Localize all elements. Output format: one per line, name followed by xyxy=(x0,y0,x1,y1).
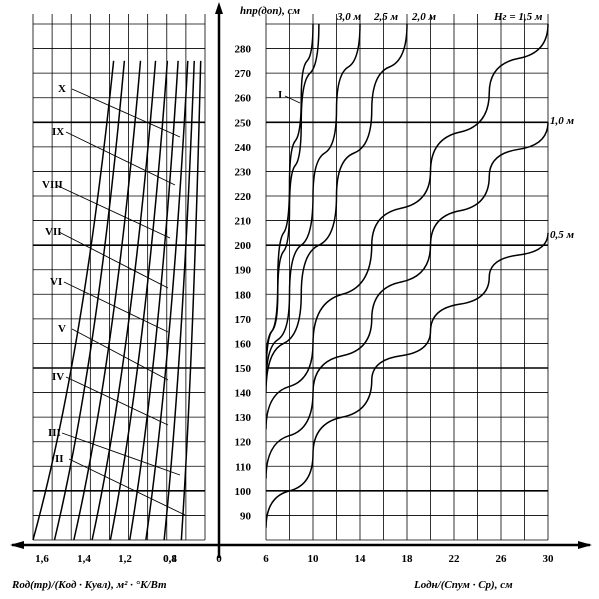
leader-line xyxy=(55,184,171,239)
curve-label-h30: 3,0 м xyxy=(336,11,362,23)
curve-label-IV: IV xyxy=(52,371,64,383)
leader-line xyxy=(65,376,169,426)
curve-label-h10: 1,0 м xyxy=(550,115,575,127)
y-tick-label: 230 xyxy=(235,166,252,178)
y-tick-label: 120 xyxy=(235,437,252,449)
y-tick-label: 240 xyxy=(235,142,252,154)
series-curve-30 xyxy=(266,23,320,369)
series-curve-15 xyxy=(266,23,549,430)
right-x-tick-label: 22 xyxy=(449,553,461,565)
leader-line xyxy=(71,88,181,138)
y-tick-label: 100 xyxy=(235,486,252,498)
right-x-tick-label: 14 xyxy=(355,553,367,565)
series-curve-VIII xyxy=(145,60,189,540)
y-tick-label: 150 xyxy=(235,363,252,375)
y-tick-label: 270 xyxy=(235,68,252,80)
curve-label-Hr: Hг = 1,5 м xyxy=(493,11,543,23)
series-curve-10 xyxy=(266,122,549,479)
series-curve-IV xyxy=(73,60,142,540)
curve-label-VII: VII xyxy=(45,226,62,238)
curve-label-III: III xyxy=(48,427,61,439)
left-x-axis-label: Rод(тр)/(Kод · Kувл), м² · °K/Вт xyxy=(11,579,167,591)
leader-line xyxy=(284,95,301,104)
leader-line xyxy=(58,231,169,289)
y-tick-label: 140 xyxy=(235,388,252,400)
y-axis-arrow xyxy=(215,2,223,14)
left-x-tick-label: 0,4 xyxy=(163,553,177,565)
curve-label-VIII: VIII xyxy=(42,179,63,191)
y-tick-label: 90 xyxy=(240,510,252,522)
series-curve-25 xyxy=(266,23,361,386)
y-tick-label: 280 xyxy=(235,44,252,56)
leader-line xyxy=(65,131,176,186)
curve-label-VI: VI xyxy=(50,276,62,288)
curve-label-h25: 2,5 м xyxy=(373,11,399,23)
curve-label-h05: 0,5 м xyxy=(550,229,575,241)
leader-line xyxy=(68,458,186,516)
series-curve-III xyxy=(53,60,126,540)
y-tick-label: 220 xyxy=(235,191,252,203)
right-x-tick-label: 10 xyxy=(308,553,320,565)
y-tick-label: 200 xyxy=(235,240,252,252)
left-x-tick-label: 1,6 xyxy=(35,553,49,565)
right-x-tick-label: 18 xyxy=(402,553,414,565)
origin-label: 0 xyxy=(216,553,222,565)
y-tick-label: 160 xyxy=(235,338,252,350)
curve-label-I: I xyxy=(278,89,282,101)
series-curve-20 xyxy=(266,23,408,393)
y-tick-label: 130 xyxy=(235,412,252,424)
series-curve-05 xyxy=(266,232,549,528)
curve-label-V: V xyxy=(58,323,66,335)
series-curve-V xyxy=(91,60,157,540)
right-x-tick-label: 30 xyxy=(543,553,555,565)
leader-line xyxy=(61,432,181,476)
y-tick-label: 250 xyxy=(235,117,252,129)
curve-label-X: X xyxy=(58,83,66,95)
curve-label-II: II xyxy=(55,453,64,465)
x-axis-arrow-left xyxy=(10,541,24,549)
series-curve-IX xyxy=(163,60,195,540)
y-tick-label: 260 xyxy=(235,93,252,105)
y-axis-label: hпр(доп), см xyxy=(240,5,301,17)
curve-label-IX: IX xyxy=(52,126,64,138)
x-axis-arrow-right xyxy=(578,541,592,549)
leader-line xyxy=(71,328,169,381)
series-curve-VI xyxy=(109,60,169,540)
y-tick-label: 170 xyxy=(235,314,252,326)
series-curve-X xyxy=(180,60,202,540)
series-curve-VII xyxy=(129,60,179,540)
curve-label-h20: 2,0 м xyxy=(411,11,437,23)
left-x-tick-label: 1,4 xyxy=(77,553,91,565)
leader-line xyxy=(63,281,169,333)
series-curve-II xyxy=(32,60,115,540)
y-tick-label: 210 xyxy=(235,216,252,228)
y-tick-label: 180 xyxy=(235,289,252,301)
left-x-tick-label: 1,2 xyxy=(118,553,132,565)
right-x-tick-label: 26 xyxy=(496,553,508,565)
y-tick-label: 190 xyxy=(235,265,252,277)
right-x-axis-label: Lодн/(Cпум · Cр), см xyxy=(413,579,513,591)
left-x-tick-label: 0,8 xyxy=(163,553,177,565)
right-x-tick-label: 6 xyxy=(263,553,269,565)
y-tick-label: 110 xyxy=(235,461,251,473)
